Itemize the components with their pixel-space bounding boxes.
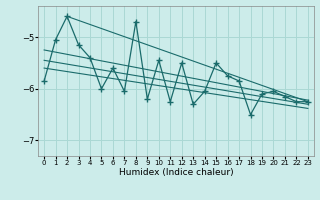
X-axis label: Humidex (Indice chaleur): Humidex (Indice chaleur): [119, 168, 233, 177]
